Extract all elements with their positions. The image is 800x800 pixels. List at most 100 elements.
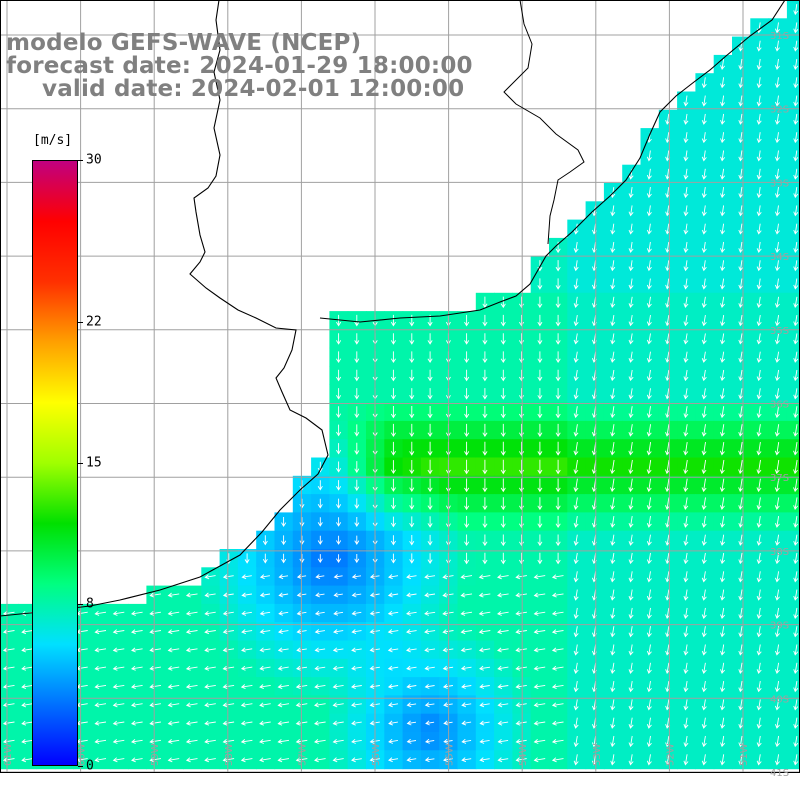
wind-arrow bbox=[793, 644, 799, 656]
wind-arrow bbox=[259, 610, 271, 616]
wind-arrow bbox=[482, 552, 488, 565]
wind-arrow bbox=[314, 665, 326, 671]
wind-arrow bbox=[500, 296, 506, 309]
wind-arrow bbox=[738, 388, 744, 400]
wind-arrow bbox=[774, 459, 780, 475]
wind-arrow bbox=[720, 278, 726, 290]
wind-arrow bbox=[756, 516, 762, 528]
wind-arrow bbox=[296, 592, 307, 598]
wind-arrow bbox=[610, 717, 616, 729]
wind-arrow bbox=[610, 333, 616, 345]
colorbar-tick bbox=[78, 766, 83, 767]
wind-arrow bbox=[519, 369, 524, 382]
colorbar-tick bbox=[78, 160, 83, 161]
wind-arrow bbox=[533, 665, 546, 671]
wind-arrow bbox=[262, 535, 268, 546]
wind-arrow bbox=[519, 423, 524, 438]
wind-arrow bbox=[112, 610, 125, 616]
wind-arrow bbox=[683, 589, 689, 601]
wind-arrow bbox=[482, 388, 488, 400]
wind-arrow bbox=[185, 647, 198, 653]
border-river bbox=[503, 0, 585, 245]
wind-arrow bbox=[774, 369, 780, 382]
wind-arrow bbox=[756, 681, 762, 693]
latitude-label: 38S bbox=[770, 547, 789, 558]
wind-arrow bbox=[409, 369, 415, 382]
wind-arrow bbox=[610, 699, 616, 711]
wind-arrow bbox=[296, 574, 307, 580]
wind-arrow bbox=[464, 423, 470, 438]
wind-arrow bbox=[222, 647, 235, 653]
wind-arrow bbox=[683, 552, 689, 565]
wind-arrow bbox=[387, 610, 399, 616]
wind-arrow bbox=[21, 702, 33, 708]
wind-arrow bbox=[683, 95, 689, 107]
wind-arrow bbox=[390, 478, 396, 492]
wind-arrow bbox=[555, 260, 561, 272]
wind-arrow bbox=[738, 113, 744, 125]
wind-arrow bbox=[555, 333, 561, 345]
wind-arrow bbox=[240, 739, 253, 744]
wind-cell bbox=[786, 292, 800, 312]
wind-arrow bbox=[388, 720, 398, 726]
wind-arrow bbox=[701, 571, 707, 583]
wind-arrow bbox=[533, 574, 546, 580]
wind-arrow bbox=[774, 40, 780, 52]
wind-arrow bbox=[131, 684, 143, 690]
wind-arrow bbox=[406, 647, 417, 653]
longitude-label: 57W bbox=[297, 743, 308, 766]
wind-arrow bbox=[336, 333, 342, 345]
wind-arrow bbox=[793, 333, 799, 345]
colorbar-tick bbox=[78, 604, 83, 606]
wind-arrow bbox=[774, 388, 780, 400]
wind-arrow bbox=[646, 699, 652, 711]
wind-arrow bbox=[479, 665, 491, 671]
wind-arrow bbox=[460, 665, 472, 671]
wind-arrow bbox=[573, 644, 579, 656]
wind-arrow bbox=[774, 717, 780, 729]
wind-arrow bbox=[167, 592, 180, 598]
wind-arrow bbox=[278, 574, 289, 580]
wind-arrow bbox=[628, 662, 634, 674]
wind-arrow bbox=[738, 626, 744, 638]
wind-arrow bbox=[519, 296, 524, 309]
wind-arrow bbox=[409, 351, 415, 364]
wind-arrow bbox=[277, 702, 290, 708]
wind-arrow bbox=[738, 223, 744, 235]
wind-arrow bbox=[646, 150, 652, 162]
wind-arrow bbox=[222, 684, 235, 690]
wind-arrow bbox=[793, 241, 799, 253]
wind-arrow bbox=[793, 607, 799, 620]
wind-arrow bbox=[460, 629, 472, 635]
wind-arrow bbox=[551, 702, 564, 708]
wind-arrow bbox=[131, 629, 143, 635]
wind-arrow bbox=[149, 629, 161, 635]
wind-arrow bbox=[500, 534, 506, 547]
wind-arrow bbox=[278, 610, 289, 616]
wind-arrow bbox=[482, 296, 488, 309]
wind-arrow bbox=[720, 187, 726, 199]
wind-arrow bbox=[354, 388, 360, 400]
wind-arrow bbox=[551, 684, 564, 690]
wind-arrow bbox=[683, 459, 689, 475]
wind-arrow bbox=[482, 333, 488, 345]
wind-arrow bbox=[628, 223, 634, 235]
wind-arrow bbox=[646, 662, 652, 674]
wind-arrow bbox=[204, 665, 216, 671]
wind-arrow bbox=[738, 315, 744, 327]
wind-arrow bbox=[333, 629, 344, 635]
wind-arrow bbox=[774, 260, 780, 272]
wind-arrow bbox=[406, 738, 417, 744]
wind-arrow bbox=[464, 534, 470, 547]
wind-arrow bbox=[610, 626, 616, 638]
wind-arrow bbox=[756, 40, 762, 52]
wind-arrow bbox=[573, 406, 579, 419]
wind-arrow bbox=[204, 757, 216, 763]
wind-arrow bbox=[610, 223, 616, 235]
wind-arrow bbox=[388, 702, 399, 708]
latitude-label: 39S bbox=[770, 621, 789, 632]
wind-arrow bbox=[683, 478, 689, 493]
wind-arrow bbox=[333, 610, 344, 616]
wind-arrow bbox=[756, 607, 762, 620]
wind-arrow bbox=[409, 423, 415, 438]
